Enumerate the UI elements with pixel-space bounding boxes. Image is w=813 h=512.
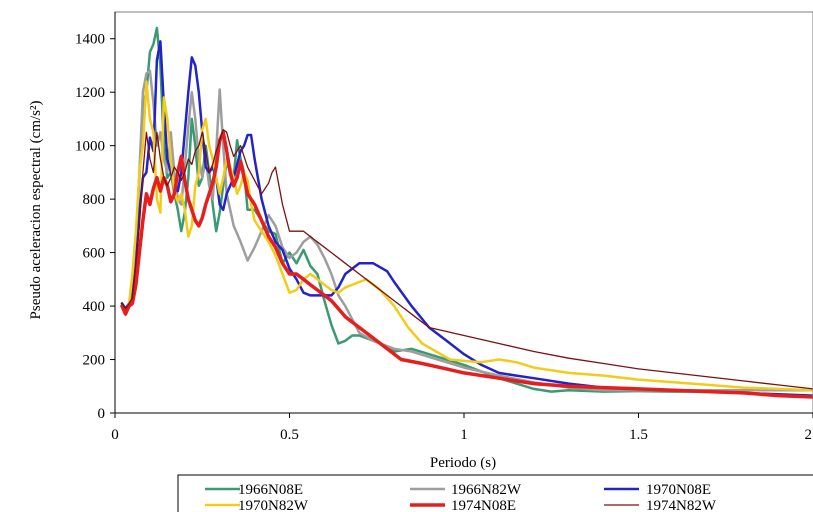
y-tick-label: 1200: [75, 85, 105, 101]
series-line-1974n82w: [121, 128, 813, 390]
y-tick-label: 800: [83, 192, 106, 208]
y-tick-label: 1000: [75, 139, 105, 155]
legend-label: 1974N82W: [646, 498, 717, 512]
x-tick-label: 0.5: [280, 427, 299, 443]
legend: 1966N08E 1966N82W 1970N08E 1970N82W 1974N08E…: [177, 474, 813, 512]
y-axis-title-group: Pseudo aceleracion espectral (cm/s²): [28, 101, 44, 320]
x-tick-label: 2: [805, 427, 813, 443]
legend-label: 1970N82W: [238, 498, 309, 512]
legend-label: 1974N08E: [451, 498, 516, 512]
y-tick-label: 400: [83, 299, 106, 315]
ticks-layer: 0 200 400 600 800 1000 1200 1400 0 0.5 1 1.5 2: [75, 32, 813, 443]
series-line-1970n82w: [120, 80, 813, 392]
series-line-1970n08e: [120, 40, 813, 397]
x-tick-label: 1.5: [629, 427, 648, 443]
series-line-1966n82w: [120, 69, 813, 392]
legend-label: 1966N08E: [238, 482, 303, 498]
series-line-1966n08e: [120, 26, 813, 399]
x-tick-label: 0: [111, 427, 119, 443]
series-layer: [120, 26, 813, 399]
legend-label: 1966N82W: [451, 482, 522, 498]
x-axis-title: Periodo (s): [430, 455, 496, 471]
axes-layer: [114, 11, 813, 414]
y-tick-label: 1400: [75, 32, 105, 48]
y-tick-label: 600: [83, 246, 106, 262]
legend-box: [177, 474, 813, 512]
y-axis-title: Pseudo aceleracion espectral (cm/s²): [28, 101, 44, 320]
series-line-1974n08e: [120, 130, 813, 399]
legend-label: 1970N08E: [646, 482, 711, 498]
x-tick-label: 1: [460, 427, 468, 443]
y-tick-label: 200: [83, 353, 106, 369]
y-tick-label: 0: [98, 406, 106, 422]
